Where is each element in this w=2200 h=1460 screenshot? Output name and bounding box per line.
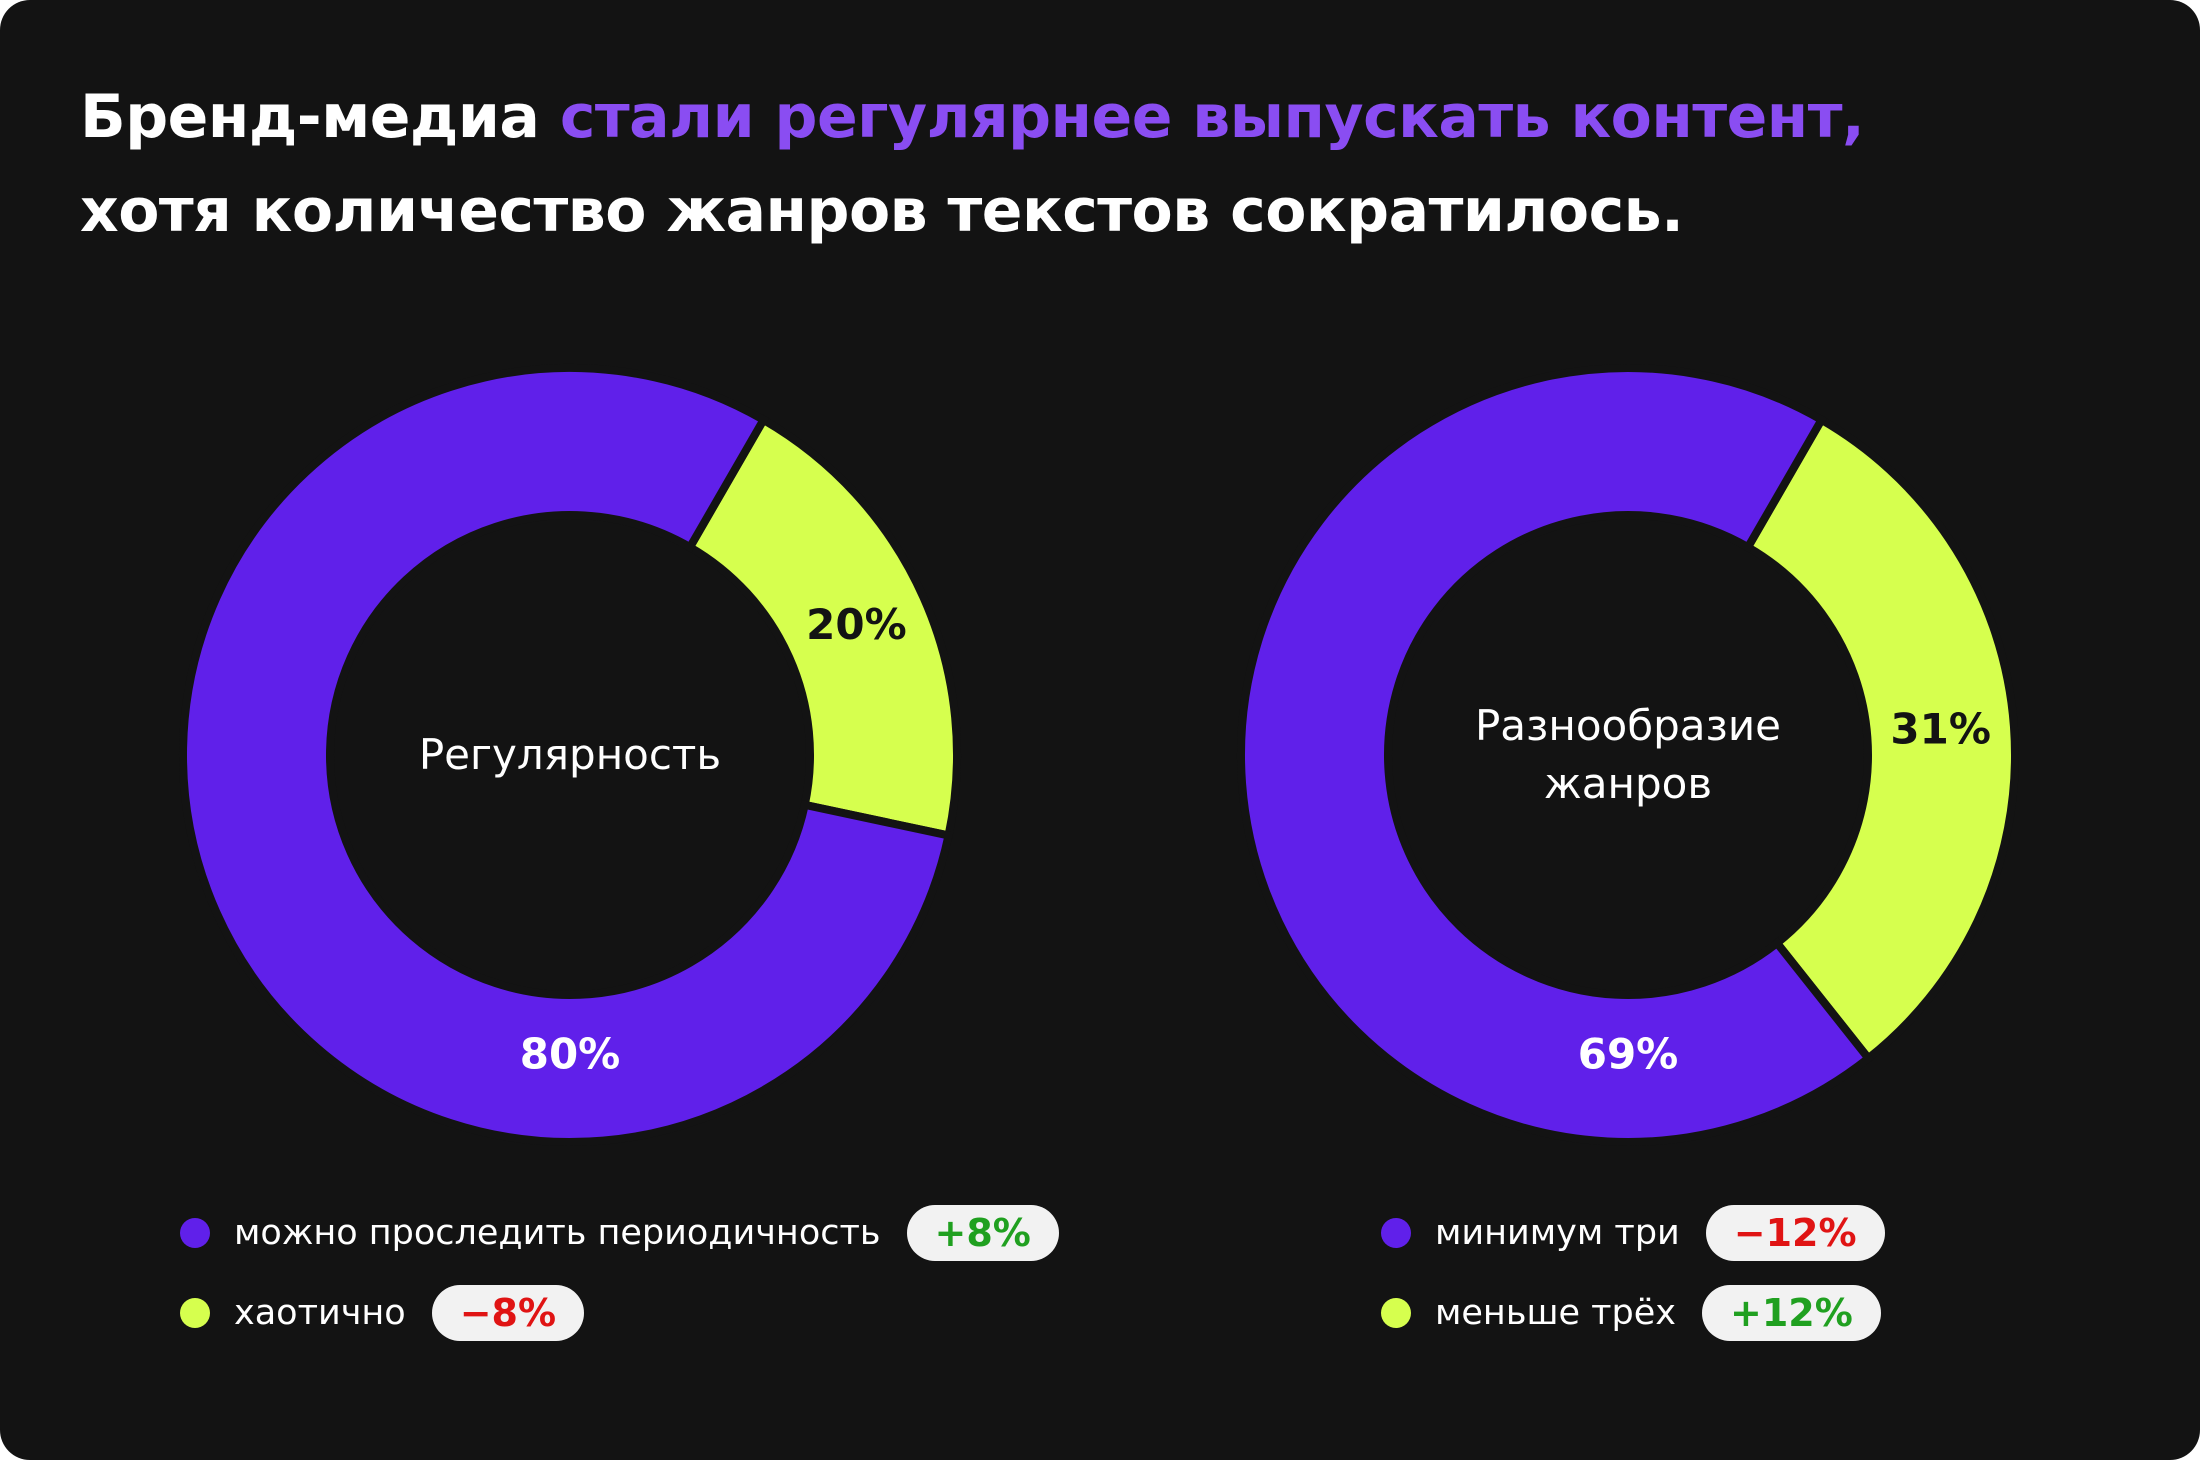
donut-chart-2: 31% 69% Разнообразие жанров xyxy=(1237,364,2019,1146)
value-label: 31% xyxy=(1890,705,1991,754)
title-accent: стали регулярнее выпускать контент, xyxy=(559,82,1865,152)
donut-chart-1: 20% 80% Регулярность xyxy=(179,364,961,1146)
center-label: Регулярность xyxy=(419,730,721,779)
slice-primary xyxy=(179,364,954,1146)
center-label: Разнообразие xyxy=(1475,701,1781,750)
legend-label: можно проследить периодичность xyxy=(234,1213,881,1253)
legend-item: меньше трёх +12% xyxy=(1381,1283,1881,1343)
chart-title: Бренд-медиа стали регулярнее выпускать к… xyxy=(80,70,2120,258)
change-badge: +12% xyxy=(1701,1285,1881,1341)
slice-secondary xyxy=(684,414,961,841)
title-part-1: Бренд-медиа xyxy=(80,82,560,152)
legend-label: минимум три xyxy=(1435,1213,1680,1253)
legend-dot xyxy=(180,1218,210,1248)
title-line-1: Бренд-медиа стали регулярнее выпускать к… xyxy=(80,70,2120,164)
title-line-2: хотя количество жанров текстов сократило… xyxy=(80,176,1684,246)
slice-secondary xyxy=(1742,414,2019,1064)
legend-label: меньше трёх xyxy=(1435,1293,1676,1333)
center-label: жанров xyxy=(1544,759,1712,808)
value-label: 69% xyxy=(1578,1030,1679,1079)
legend-dot xyxy=(1381,1298,1411,1328)
legend-dot xyxy=(1381,1218,1411,1248)
legend-label: хаотично xyxy=(234,1293,406,1333)
legend-item: минимум три −12% xyxy=(1381,1203,1885,1263)
change-badge: −8% xyxy=(431,1285,585,1341)
value-label: 20% xyxy=(806,600,907,649)
value-label: 80% xyxy=(520,1030,621,1079)
legend-item: хаотично −8% xyxy=(180,1283,585,1343)
slice-primary xyxy=(1237,364,1875,1146)
change-badge: +8% xyxy=(906,1205,1059,1261)
legend-dot xyxy=(180,1298,210,1328)
legend-item: можно проследить периодичность +8% xyxy=(180,1203,1059,1263)
change-badge: −12% xyxy=(1705,1205,1885,1261)
